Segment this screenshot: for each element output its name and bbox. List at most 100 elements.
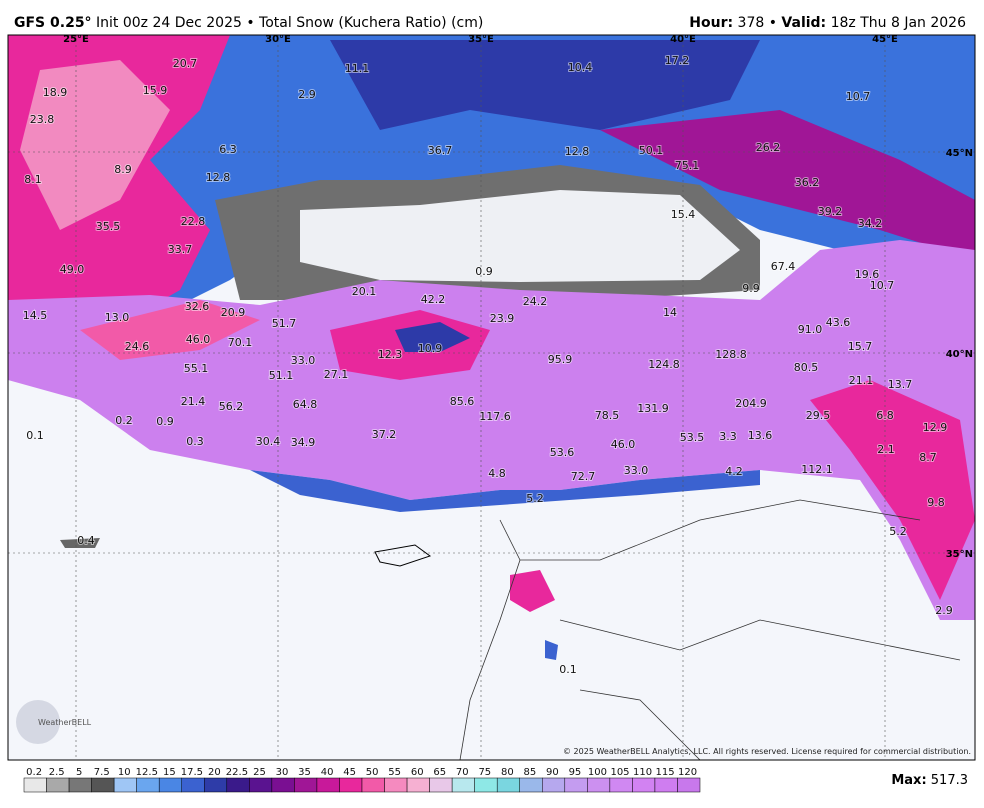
point-label: 26.2 [756, 141, 781, 154]
point-label: 20.1 [352, 285, 377, 298]
point-label: 53.5 [680, 431, 705, 444]
colorbar-swatch [46, 777, 70, 793]
point-label: 15.4 [671, 208, 696, 221]
lon-label: 40°E [670, 34, 696, 45]
colorbar-label: 10 [118, 767, 131, 778]
colorbar-swatch [249, 777, 273, 793]
point-label: 19.6 [855, 268, 880, 281]
colorbar-swatch [271, 777, 295, 793]
colorbar-label: 120 [678, 767, 697, 778]
valid-label: Valid: [781, 15, 826, 31]
colorbar-label: 40 [321, 767, 334, 778]
colorbar-label: 5 [76, 767, 82, 778]
colorbar-swatch [429, 777, 453, 793]
point-label: 50.1 [639, 144, 664, 157]
colorbar-label: 110 [633, 767, 652, 778]
point-label: 64.8 [293, 398, 318, 411]
colorbar-swatch [204, 777, 228, 793]
point-label: 10.9 [418, 342, 443, 355]
colorbar-swatch [474, 777, 498, 793]
colorbar-swatch [519, 777, 543, 793]
point-label: 13.6 [748, 429, 773, 442]
point-label: 4.2 [725, 465, 743, 478]
point-label: 51.1 [269, 369, 294, 382]
point-label: 20.7 [173, 57, 198, 70]
point-label: 8.1 [24, 173, 42, 186]
lat-label: 40°N [946, 349, 973, 360]
point-label: 78.5 [595, 409, 620, 422]
point-label: 72.7 [571, 470, 596, 483]
snow-lake [395, 322, 470, 352]
map-frame [7, 34, 976, 761]
point-label: 34.2 [858, 217, 883, 230]
point-label: 85.6 [450, 395, 475, 408]
colorbar-swatch [181, 777, 205, 793]
colorbar-swatch [113, 777, 137, 793]
point-label: 91.0 [798, 323, 823, 336]
snow-balkans-light [20, 60, 170, 230]
point-label: 8.9 [114, 163, 132, 176]
point-label: 2.9 [298, 88, 316, 101]
lat-label: 45°N [946, 148, 973, 159]
borders [459, 499, 961, 760]
point-label: 128.8 [715, 348, 747, 361]
max: Max: 517.3 [891, 773, 968, 788]
point-label: 6.8 [876, 409, 894, 422]
colorbar-swatch [68, 777, 92, 793]
point-label: 12.9 [923, 421, 948, 434]
point-label: 0.4 [77, 534, 95, 547]
point-label: 27.1 [324, 368, 349, 381]
snow-lebanon [510, 570, 555, 612]
snow-anatolia [8, 240, 975, 620]
snow-russia [600, 110, 975, 260]
colorbar-label: 17.5 [181, 767, 203, 778]
colorbar-label: 100 [588, 767, 607, 778]
colorbar-swatch [542, 777, 566, 793]
colorbar-label: 7.5 [94, 767, 110, 778]
point-label: 46.0 [611, 438, 636, 451]
colorbar-swatch [384, 777, 408, 793]
snow-zagros [810, 380, 975, 600]
colorbar-label: 105 [610, 767, 629, 778]
colorbar-swatch [406, 777, 430, 793]
colorbar-label: 55 [388, 767, 401, 778]
point-label: 49.0 [60, 263, 85, 276]
point-label: 46.0 [186, 333, 211, 346]
point-label: 10.7 [870, 279, 895, 292]
colorbar-swatch [564, 777, 588, 793]
colorbar-label: 60 [411, 767, 424, 778]
point-label: 8.7 [919, 451, 937, 464]
colorbar-swatch [451, 777, 475, 793]
point-label: 3.3 [719, 430, 737, 443]
hour-label: Hour: [689, 15, 733, 31]
header-left: GFS 0.25° Init 00z 24 Dec 2025 • Total S… [14, 15, 483, 31]
valid: 18z Thu 8 Jan 2026 [831, 15, 966, 31]
colorbar-swatch [23, 777, 47, 793]
point-label: 14 [663, 306, 677, 319]
colorbar-label: 22.5 [226, 767, 248, 778]
header-right: Hour: 378 • Valid: 18z Thu 8 Jan 2026 [689, 15, 966, 31]
snow-south-edge [250, 470, 760, 512]
point-label: 33.0 [291, 354, 316, 367]
point-label: 21.1 [849, 374, 874, 387]
point-label: 12.8 [565, 145, 590, 158]
colorbar: 0.2 2.5 5 7.5 10 12.5 15 17.5 20 22.5 25 30 35 40 45 50… [23, 767, 701, 793]
map-labels: 25°E 30°E 35°E 40°E 45°E 45°N 40°N 35°N 20.7 18.9… [22, 34, 973, 677]
point-label: 30.4 [256, 435, 281, 448]
colorbar-label: 70 [456, 767, 469, 778]
point-label: 55.1 [184, 362, 209, 375]
colorbar-label: 45 [343, 767, 356, 778]
snow-pink-west [80, 300, 260, 360]
cyprus-outline [374, 544, 432, 567]
colorbar-label: 30 [276, 767, 289, 778]
map: WeatherBELL © 2025 WeatherBELL Analytics… [7, 34, 976, 761]
colorbar-swatch [136, 777, 160, 793]
point-label: 17.2 [665, 54, 690, 67]
point-label: 29.5 [806, 409, 831, 422]
point-label: 14.5 [23, 309, 48, 322]
logo: WeatherBELL [38, 718, 92, 727]
point-label: 35.5 [96, 220, 121, 233]
colorbar-swatch [677, 777, 701, 793]
point-label: 124.8 [648, 358, 680, 371]
